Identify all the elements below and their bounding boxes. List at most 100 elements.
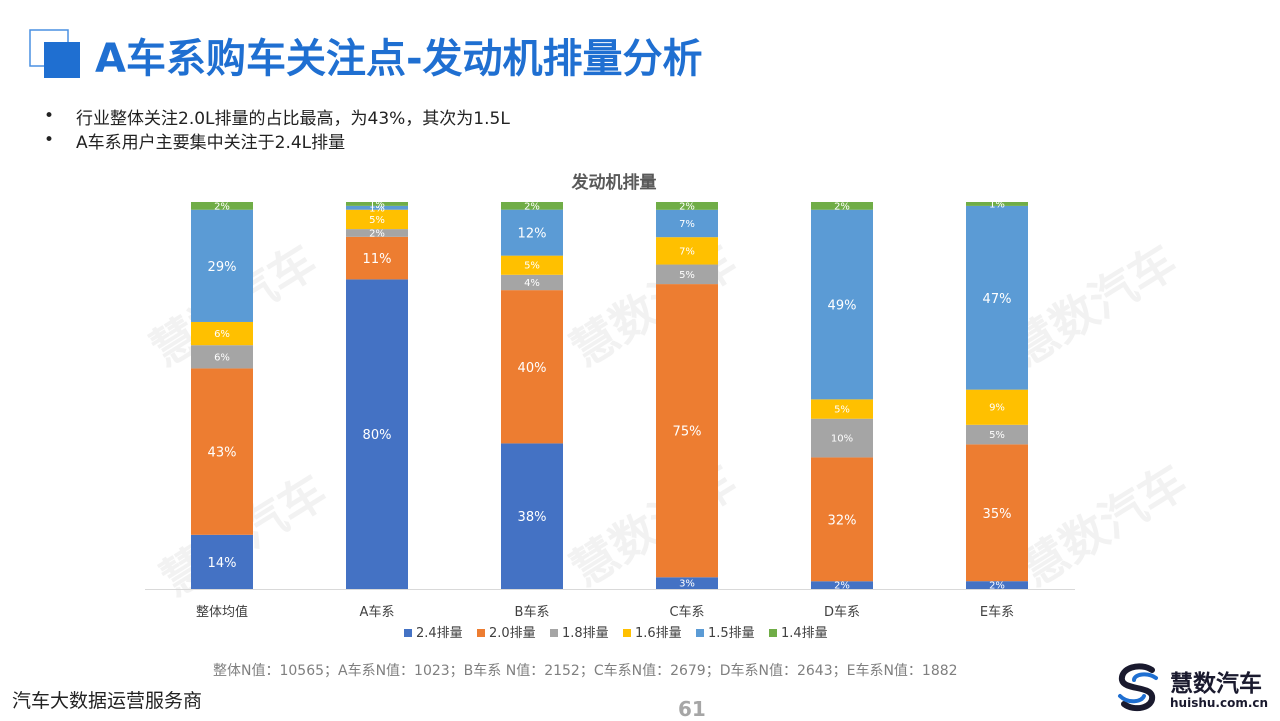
legend-label: 2.0排量	[489, 626, 536, 641]
data-label: 5%	[679, 270, 695, 281]
bar-segment	[966, 202, 1028, 206]
bullet-text: A车系用户主要集中关注于2.4L排量	[76, 132, 346, 153]
data-label: 1%	[989, 199, 1005, 210]
bullet-dot-icon: •	[44, 106, 55, 126]
bar-segment	[811, 399, 873, 419]
legend-label: 2.4排量	[416, 626, 463, 641]
bar-segment	[501, 290, 563, 444]
data-label: 2%	[214, 201, 230, 212]
bar-segment	[501, 255, 563, 275]
bar-segment	[191, 321, 253, 346]
bar-segment	[656, 202, 718, 210]
legend-label: 1.8排量	[562, 626, 609, 641]
sample-size-note: 整体N值：10565；A车系N值：1023；B车系 N值：2152；C车系N值：…	[213, 663, 958, 679]
data-label: 11%	[363, 252, 392, 267]
bar-segment	[191, 209, 253, 322]
bar-segment	[656, 209, 718, 238]
bar-segment	[966, 389, 1028, 425]
page-title: A车系购车关注点-发动机排量分析	[95, 36, 703, 82]
data-label: 5%	[989, 430, 1005, 441]
data-label: 3%	[679, 579, 695, 590]
data-label: 2%	[989, 581, 1005, 592]
bar-segment	[811, 581, 873, 589]
data-label: 75%	[673, 425, 702, 440]
bar-segment	[501, 202, 563, 210]
bar-segment	[346, 209, 408, 230]
legend-swatch	[769, 629, 777, 637]
stacked-bar-chart: 14%43%6%6%29%2%整体均值80%11%2%5%1%1%A车系38%4…	[145, 199, 1075, 641]
data-label: 2%	[679, 201, 695, 212]
title-decoration-icon	[29, 29, 80, 78]
bar-segment	[191, 202, 253, 210]
data-label: 80%	[363, 428, 392, 443]
legend-swatch	[477, 629, 485, 637]
data-label: 7%	[679, 246, 695, 257]
logo-brand-text: 慧数汽车	[1170, 671, 1262, 697]
page-number: 61	[678, 697, 706, 721]
legend-label: 1.6排量	[635, 626, 682, 641]
bar-segment	[191, 368, 253, 535]
bar-segment	[501, 274, 563, 291]
bar-segment	[656, 237, 718, 265]
x-tick-label: D车系	[824, 604, 860, 620]
bar-segment	[966, 444, 1028, 582]
data-label: 40%	[518, 361, 547, 376]
bullet-dot-icon: •	[44, 130, 55, 150]
bar-segment	[811, 418, 873, 458]
data-label: 14%	[208, 556, 237, 571]
data-label: 2%	[369, 228, 385, 239]
data-label: 43%	[208, 446, 237, 461]
bar-segment	[346, 229, 408, 237]
data-label: 35%	[983, 507, 1012, 522]
x-tick-label: A车系	[360, 604, 395, 620]
data-label: 2%	[524, 201, 540, 212]
chart-title: 发动机排量	[571, 173, 657, 193]
bar-segment	[501, 443, 563, 589]
bar-segment	[811, 202, 873, 210]
bar-segment	[966, 424, 1028, 445]
data-label: 4%	[524, 278, 540, 289]
logo-url-text: huishu.com.cn	[1170, 696, 1269, 710]
bar-segment	[346, 236, 408, 280]
data-label: 38%	[518, 510, 547, 525]
bar-segment	[656, 577, 718, 589]
logo: 慧数汽车 huishu.com.cn	[1112, 660, 1272, 716]
bar-segment	[501, 209, 563, 256]
bar-segment	[656, 284, 718, 578]
data-label: 12%	[518, 227, 547, 242]
data-label: 5%	[524, 261, 540, 272]
bar-segment	[346, 205, 408, 210]
legend-label: 1.4排量	[781, 626, 828, 641]
data-label: 7%	[679, 219, 695, 230]
x-tick-label: 整体均值	[196, 604, 248, 620]
bar-segment	[811, 457, 873, 582]
legend-label: 1.5排量	[708, 626, 755, 641]
legend-swatch	[696, 629, 704, 637]
bar-segment	[966, 581, 1028, 589]
legend-swatch	[550, 629, 558, 637]
bar-segment	[966, 205, 1028, 390]
bar-segment	[191, 345, 253, 369]
bullet-text: 行业整体关注2.0L排量的占比最高，为43%，其次为1.5L	[76, 108, 510, 129]
bar-segment	[346, 279, 408, 589]
data-label: 6%	[214, 329, 230, 340]
data-label: 2%	[834, 201, 850, 212]
bullet-item: • 行业整体关注2.0L排量的占比最高，为43%，其次为1.5L	[44, 104, 510, 129]
bullet-list: • 行业整体关注2.0L排量的占比最高，为43%，其次为1.5L • A车系用户…	[44, 104, 510, 153]
legend-swatch	[623, 629, 631, 637]
bar-segment	[656, 264, 718, 285]
bar-segment	[191, 534, 253, 589]
legend-swatch	[404, 629, 412, 637]
x-tick-label: E车系	[980, 604, 1014, 620]
data-label: 2%	[834, 581, 850, 592]
data-label: 29%	[208, 260, 237, 275]
data-label: 47%	[983, 292, 1012, 307]
data-label: 1%	[369, 199, 385, 210]
data-label: 6%	[214, 352, 230, 363]
data-label: 1%	[369, 203, 385, 214]
data-label: 32%	[828, 513, 857, 528]
footer-tagline: 汽车大数据运营服务商	[12, 690, 203, 712]
data-label: 9%	[989, 403, 1005, 414]
huishu-s-logo-icon	[1118, 663, 1158, 712]
x-tick-label: B车系	[515, 604, 550, 620]
